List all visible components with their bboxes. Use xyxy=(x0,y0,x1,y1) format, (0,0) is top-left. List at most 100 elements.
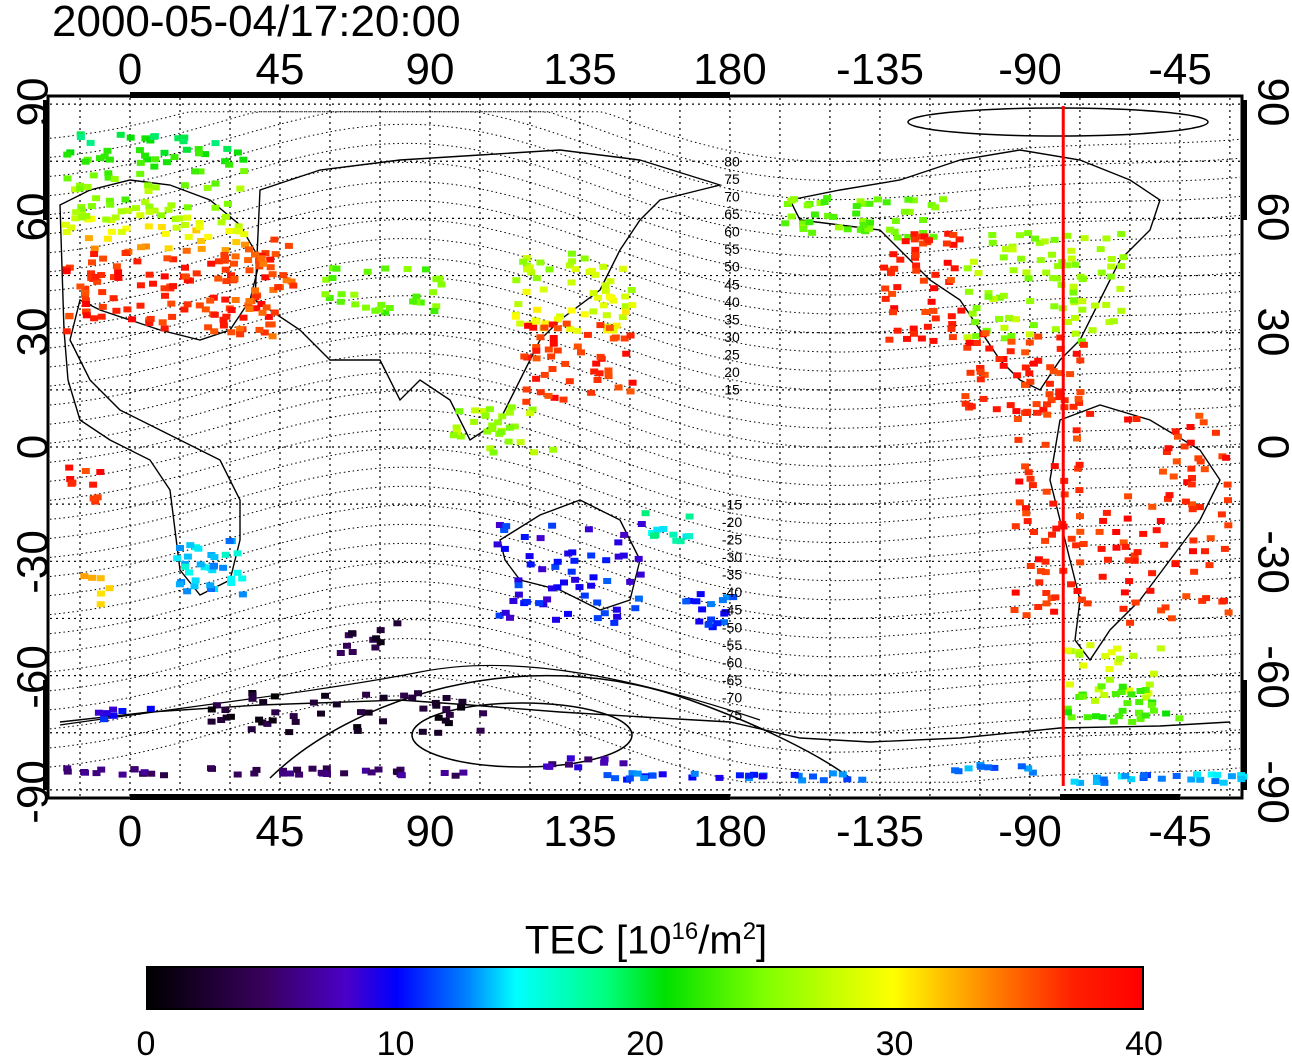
tec-cell xyxy=(1056,345,1065,352)
tec-cell xyxy=(262,304,271,311)
tec-cell xyxy=(889,251,898,258)
tec-cell xyxy=(1039,406,1048,413)
tec-cell xyxy=(641,510,650,517)
tec-cell xyxy=(602,312,611,319)
tec-cell xyxy=(117,228,126,235)
tec-cell xyxy=(1100,692,1109,698)
tec-cell xyxy=(688,774,697,781)
tec-cell xyxy=(221,551,230,558)
tec-cell xyxy=(852,203,861,210)
tec-cell xyxy=(1175,715,1184,722)
tec-cell xyxy=(252,305,261,312)
tec-cell xyxy=(481,412,490,419)
tec-cell xyxy=(964,288,973,295)
tec-cell xyxy=(1131,599,1140,606)
contour-line xyxy=(49,238,1241,334)
tec-cell xyxy=(381,265,390,272)
contour-label: -30 xyxy=(722,549,742,565)
tec-cell xyxy=(605,324,614,331)
contour-line xyxy=(49,371,1241,467)
tec-cell xyxy=(211,204,220,211)
tec-cell xyxy=(672,537,681,544)
tec-cell xyxy=(976,368,985,375)
tec-cell xyxy=(1161,604,1170,611)
tec-cell xyxy=(371,644,380,651)
tec-cell xyxy=(1026,475,1035,482)
tec-cell xyxy=(1075,487,1084,494)
tec-cell xyxy=(985,345,994,352)
tec-cell xyxy=(612,322,621,329)
tec-cell xyxy=(236,331,245,338)
left-lat-tick-label: -30 xyxy=(9,530,58,594)
tec-cell xyxy=(634,555,643,562)
tec-cell xyxy=(1133,549,1142,556)
tec-cell xyxy=(66,476,75,482)
tec-cell xyxy=(1142,694,1151,701)
tec-cell xyxy=(1159,468,1167,475)
contour-label: -40 xyxy=(722,584,742,600)
tec-cell xyxy=(930,285,939,292)
contour-line xyxy=(49,485,1241,582)
tec-cell xyxy=(91,273,100,280)
tec-cell xyxy=(1079,541,1088,547)
tec-cell xyxy=(1227,773,1236,780)
tec-cell xyxy=(86,139,95,146)
contour-line xyxy=(49,111,1241,182)
tec-cell xyxy=(637,521,646,527)
south-contour xyxy=(59,664,761,726)
tec-cell xyxy=(180,182,189,189)
tec-cell xyxy=(221,707,230,713)
tec-cell xyxy=(1079,662,1088,669)
tec-cell xyxy=(593,377,602,383)
tec-cell xyxy=(72,209,81,216)
tec-cell xyxy=(549,340,558,347)
tec-cell xyxy=(1202,595,1211,602)
tec-cell xyxy=(1067,581,1075,588)
tec-cell xyxy=(564,550,573,557)
tec-cell xyxy=(1031,235,1039,242)
tec-cell xyxy=(565,262,574,269)
bottom-lon-tick-label: -135 xyxy=(836,807,924,856)
tec-cell xyxy=(1045,391,1054,398)
top-longitude-labels: 0 45 90 135 180 -135 -90 -45 xyxy=(118,45,1212,94)
tec-cell xyxy=(1171,428,1180,435)
tec-cell xyxy=(183,588,192,595)
tec-cell xyxy=(65,313,74,320)
coastline-path xyxy=(59,699,1231,743)
tec-cell xyxy=(536,389,545,396)
tec-cell xyxy=(1206,535,1215,542)
right-latitude-labels: 90 60 30 0 -30 -60 -90 xyxy=(1248,78,1292,824)
tec-cell xyxy=(163,255,172,262)
tec-cell xyxy=(619,760,628,767)
tec-cell xyxy=(1034,556,1043,563)
contour-label: -75 xyxy=(722,707,742,723)
contour-label: 80 xyxy=(724,154,740,170)
tec-cell xyxy=(580,592,589,599)
tec-cell xyxy=(185,569,193,576)
tec-cell xyxy=(704,621,713,628)
tec-cell xyxy=(1172,773,1181,779)
tec-cell xyxy=(692,598,701,605)
tec-cell xyxy=(506,614,514,621)
tec-cell xyxy=(1074,465,1083,472)
tec-cell xyxy=(912,262,921,269)
tec-cell xyxy=(442,695,451,701)
tec-cell xyxy=(1036,257,1045,264)
tec-cell xyxy=(1000,324,1009,331)
right-lat-tick-label: 60 xyxy=(1248,193,1292,242)
tec-cell xyxy=(1119,605,1128,612)
tec-cell xyxy=(81,468,90,474)
tec-cell xyxy=(201,151,210,158)
tec-cell xyxy=(600,759,609,766)
tec-cell xyxy=(890,265,899,272)
tec-cell xyxy=(525,553,534,560)
top-lon-tick-label: -45 xyxy=(1148,45,1212,94)
tec-cell xyxy=(217,717,226,723)
contour-label: 30 xyxy=(724,329,740,345)
tec-cell xyxy=(340,770,349,777)
tec-cell xyxy=(173,555,182,562)
tec-cell xyxy=(1145,681,1154,688)
tec-cell xyxy=(522,255,531,262)
tec-cell xyxy=(611,775,620,782)
tec-cell xyxy=(547,353,556,360)
